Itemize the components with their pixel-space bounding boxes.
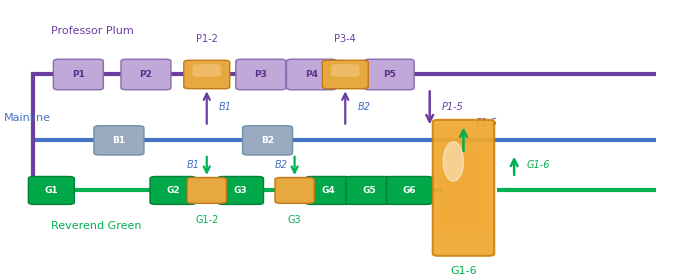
FancyBboxPatch shape (439, 136, 488, 240)
FancyBboxPatch shape (433, 120, 494, 256)
Text: G3: G3 (234, 186, 247, 195)
Text: Professor Plum: Professor Plum (51, 26, 134, 36)
FancyBboxPatch shape (183, 60, 230, 89)
FancyBboxPatch shape (236, 59, 286, 90)
Text: P3-4: P3-4 (334, 34, 356, 44)
FancyBboxPatch shape (150, 176, 196, 205)
Text: P5: P5 (383, 70, 395, 79)
FancyBboxPatch shape (322, 60, 368, 89)
Text: P1-5: P1-5 (476, 118, 498, 128)
FancyBboxPatch shape (242, 126, 292, 155)
Text: G4: G4 (322, 186, 335, 195)
Text: G2: G2 (166, 186, 180, 195)
Text: G3: G3 (288, 216, 301, 225)
Text: P1-5: P1-5 (442, 102, 464, 112)
Text: G1: G1 (45, 186, 58, 195)
FancyBboxPatch shape (187, 177, 226, 203)
Text: G1-6: G1-6 (450, 266, 477, 275)
FancyBboxPatch shape (192, 64, 221, 77)
Ellipse shape (443, 142, 464, 181)
Text: Reverend Green: Reverend Green (51, 221, 142, 231)
FancyBboxPatch shape (346, 176, 392, 205)
FancyBboxPatch shape (121, 59, 171, 90)
FancyBboxPatch shape (443, 146, 484, 229)
Text: B2: B2 (261, 136, 274, 145)
Text: B1: B1 (187, 160, 200, 170)
FancyBboxPatch shape (53, 59, 104, 90)
Text: Mainline: Mainline (4, 113, 51, 123)
FancyBboxPatch shape (364, 59, 414, 90)
FancyBboxPatch shape (331, 64, 359, 77)
Text: B2: B2 (275, 160, 288, 170)
Text: G5: G5 (362, 186, 376, 195)
FancyBboxPatch shape (94, 126, 144, 155)
Text: P1: P1 (72, 70, 85, 79)
FancyBboxPatch shape (441, 141, 486, 235)
FancyBboxPatch shape (447, 157, 480, 219)
Text: G6: G6 (403, 186, 416, 195)
Text: B1: B1 (112, 136, 125, 145)
FancyBboxPatch shape (28, 176, 74, 205)
FancyBboxPatch shape (387, 176, 433, 205)
FancyBboxPatch shape (433, 120, 494, 256)
Text: B1: B1 (219, 102, 232, 112)
Text: G1-6: G1-6 (526, 160, 550, 170)
FancyBboxPatch shape (275, 177, 314, 203)
Text: B2: B2 (357, 102, 370, 112)
Text: P4: P4 (305, 70, 318, 79)
FancyBboxPatch shape (445, 152, 482, 224)
Text: P2: P2 (139, 70, 152, 79)
Text: G1-2: G1-2 (195, 216, 219, 225)
Text: P3: P3 (255, 70, 267, 79)
FancyBboxPatch shape (217, 176, 263, 205)
FancyBboxPatch shape (437, 130, 490, 245)
Text: P1-2: P1-2 (196, 34, 218, 44)
FancyBboxPatch shape (305, 176, 351, 205)
FancyBboxPatch shape (435, 125, 492, 251)
FancyBboxPatch shape (286, 59, 336, 90)
